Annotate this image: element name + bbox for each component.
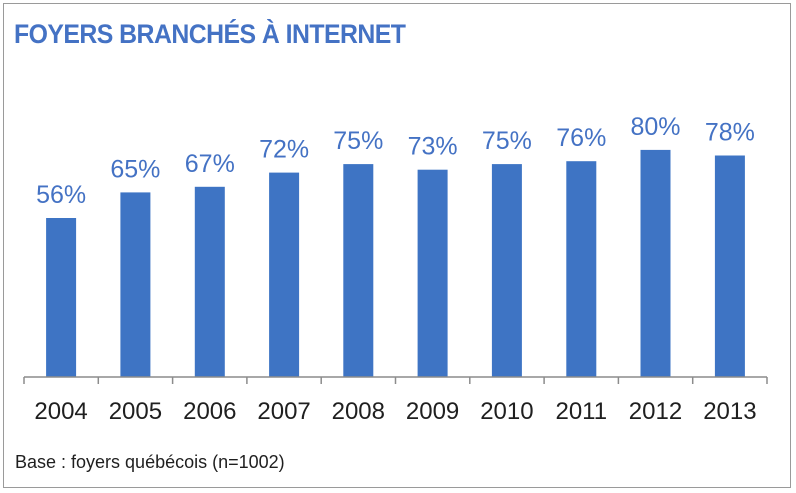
chart-title: FOYERS BRANCHÉS À INTERNET bbox=[14, 19, 406, 49]
bar-2007 bbox=[269, 172, 300, 377]
x-tick-label-2008: 2008 bbox=[332, 398, 385, 425]
value-label-2012: 80% bbox=[630, 113, 680, 141]
bar-2005 bbox=[120, 192, 151, 377]
x-tick-label-2004: 2004 bbox=[34, 398, 87, 425]
bars-group bbox=[46, 149, 745, 377]
value-label-2009: 73% bbox=[408, 133, 458, 161]
x-tick-label-2011: 2011 bbox=[555, 398, 607, 425]
value-label-2004: 56% bbox=[36, 181, 86, 209]
x-axis-ticks-group bbox=[23, 377, 768, 384]
x-tick-labels-group: 2004 2005 2006 2007 2008 2009 2010 2011 2012 2013 bbox=[34, 398, 756, 425]
x-tick-label-2007: 2007 bbox=[257, 398, 310, 425]
x-tick-label-2006: 2006 bbox=[183, 398, 236, 425]
bar-2012 bbox=[640, 149, 671, 377]
x-tick-label-2010: 2010 bbox=[480, 398, 533, 425]
value-label-2013: 78% bbox=[705, 119, 755, 147]
bar-2006 bbox=[194, 186, 225, 377]
value-label-2007: 72% bbox=[259, 136, 309, 164]
x-tick-label-2012: 2012 bbox=[629, 398, 682, 425]
value-label-2006: 67% bbox=[185, 150, 235, 178]
base-footnote: Base : foyers québécois (n=1002) bbox=[15, 452, 285, 472]
value-label-2010: 75% bbox=[482, 127, 532, 155]
bar-2010 bbox=[491, 164, 522, 377]
x-tick-label-2013: 2013 bbox=[703, 398, 756, 425]
bar-2011 bbox=[566, 161, 597, 377]
x-tick-label-2009: 2009 bbox=[406, 398, 459, 425]
value-label-2005: 65% bbox=[110, 155, 160, 183]
bar-2009 bbox=[417, 169, 448, 377]
x-tick-label-2005: 2005 bbox=[109, 398, 162, 425]
value-label-2008: 75% bbox=[333, 127, 383, 155]
value-label-2011: 76% bbox=[556, 124, 606, 152]
bar-2004 bbox=[46, 218, 77, 377]
value-labels-group: 56% 65% 67% 72% 75% 73% 75% 76% 80% 78% bbox=[36, 113, 755, 209]
bar-2013 bbox=[714, 155, 745, 377]
bar-2008 bbox=[343, 164, 374, 377]
